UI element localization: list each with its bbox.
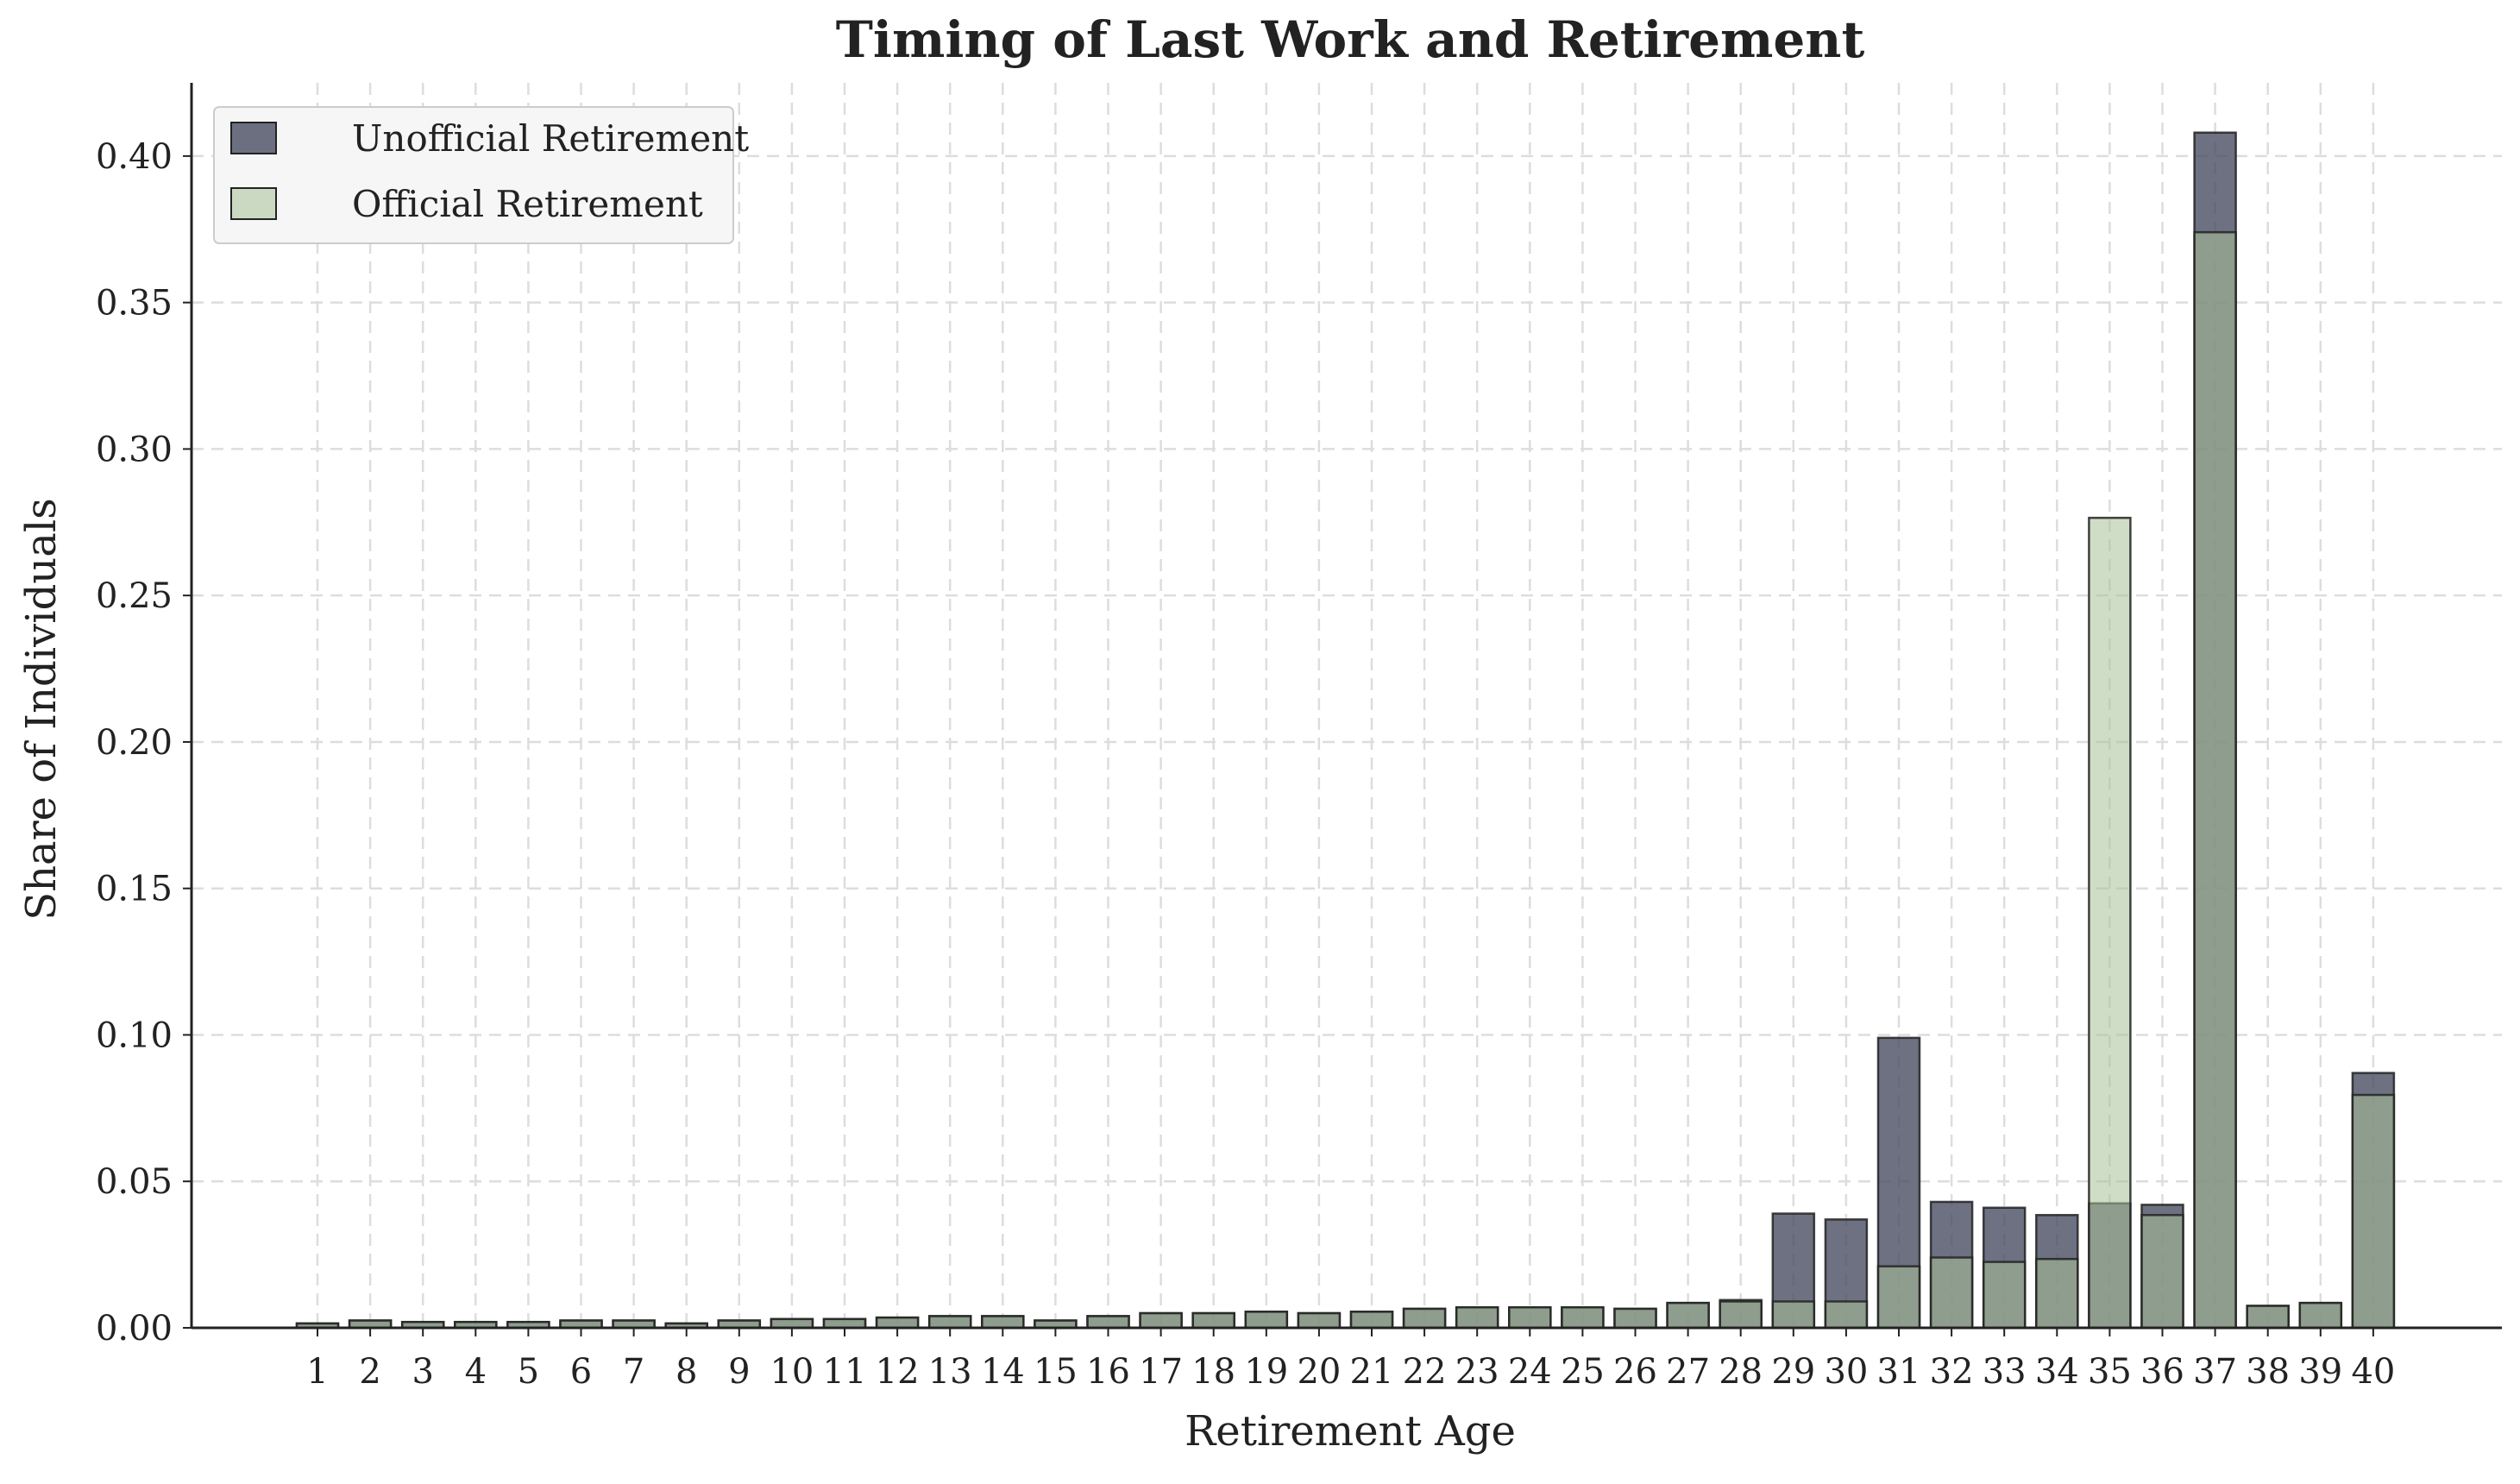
bar-official-38 bbox=[2246, 1305, 2290, 1330]
bar-official-14 bbox=[981, 1315, 1025, 1330]
x-tick-label: 4 bbox=[465, 1352, 487, 1392]
x-tick-label: 23 bbox=[1455, 1352, 1499, 1392]
chart-title: Timing of Last Work and Retirement bbox=[836, 10, 1865, 69]
bar-official-29 bbox=[1771, 1300, 1816, 1330]
bar-official-21 bbox=[1349, 1311, 1394, 1330]
bar-official-32 bbox=[1929, 1256, 1974, 1330]
x-tick-label: 15 bbox=[1034, 1352, 1078, 1392]
bar-official-28 bbox=[1719, 1300, 1763, 1330]
y-tick-label: 0.25 bbox=[96, 576, 173, 616]
bar-official-17 bbox=[1139, 1311, 1183, 1330]
x-tick-label: 20 bbox=[1297, 1352, 1341, 1392]
x-tick-label: 6 bbox=[570, 1352, 592, 1392]
x-tick-label: 9 bbox=[728, 1352, 750, 1392]
x-tick-label: 24 bbox=[1508, 1352, 1552, 1392]
bar-official-18 bbox=[1191, 1311, 1235, 1330]
y-tick-label: 0.15 bbox=[96, 870, 173, 909]
x-tick-label: 31 bbox=[1877, 1352, 1921, 1392]
x-tick-label: 14 bbox=[981, 1352, 1025, 1392]
x-tick-label: 33 bbox=[1983, 1352, 2027, 1392]
x-tick-label: 10 bbox=[770, 1352, 814, 1392]
bar-official-37 bbox=[2193, 230, 2237, 1330]
legend-box bbox=[213, 106, 734, 244]
bar-official-19 bbox=[1244, 1311, 1289, 1330]
y-tick-label: 0.35 bbox=[96, 284, 173, 324]
y-tick-label: 0.10 bbox=[96, 1016, 173, 1055]
bar-official-34 bbox=[2035, 1257, 2079, 1330]
bar-official-30 bbox=[1824, 1300, 1869, 1330]
y-tick-label: 0.40 bbox=[96, 137, 173, 177]
x-tick-label: 35 bbox=[2088, 1352, 2132, 1392]
bar-official-23 bbox=[1455, 1305, 1499, 1330]
x-tick-label: 26 bbox=[1613, 1352, 1657, 1392]
x-tick-label: 28 bbox=[1719, 1352, 1763, 1392]
x-tick-label: 16 bbox=[1086, 1352, 1130, 1392]
axes bbox=[183, 83, 2502, 1336]
x-tick-label: 19 bbox=[1244, 1352, 1288, 1392]
y-tick-label: 0.20 bbox=[96, 723, 173, 763]
x-tick-label: 5 bbox=[518, 1352, 539, 1392]
bar-official-16 bbox=[1086, 1315, 1130, 1330]
x-tick-label: 37 bbox=[2193, 1352, 2237, 1392]
x-tick-label: 38 bbox=[2246, 1352, 2290, 1392]
legend-label-official: Official Retirement bbox=[352, 183, 703, 225]
bar-official-12 bbox=[875, 1316, 920, 1330]
bar-official-25 bbox=[1561, 1305, 1605, 1330]
x-tick-label: 22 bbox=[1403, 1352, 1447, 1392]
x-tick-label: 11 bbox=[823, 1352, 867, 1392]
x-tick-label: 8 bbox=[676, 1352, 697, 1392]
bar-official-10 bbox=[770, 1317, 814, 1330]
x-tick-label: 12 bbox=[876, 1352, 920, 1392]
x-tick-label: 21 bbox=[1350, 1352, 1394, 1392]
x-tick-label: 18 bbox=[1191, 1352, 1235, 1392]
bar-official-22 bbox=[1402, 1307, 1447, 1330]
x-tick-label: 13 bbox=[928, 1352, 972, 1392]
x-tick-label: 17 bbox=[1139, 1352, 1183, 1392]
legend-swatch-unofficial bbox=[230, 122, 277, 154]
x-tick-label: 36 bbox=[2140, 1352, 2184, 1392]
bar-official-20 bbox=[1297, 1311, 1342, 1330]
bar-official-24 bbox=[1508, 1305, 1552, 1330]
bar-official-11 bbox=[822, 1317, 867, 1330]
y-tick-label: 0.00 bbox=[96, 1309, 173, 1349]
x-tick-label: 34 bbox=[2035, 1352, 2079, 1392]
grid-lines bbox=[192, 83, 2502, 1330]
x-tick-label: 40 bbox=[2351, 1352, 2395, 1392]
x-axis-label: Retirement Age bbox=[1185, 1407, 1516, 1456]
legend-swatch-official bbox=[230, 187, 277, 220]
x-tick-label: 25 bbox=[1561, 1352, 1605, 1392]
x-tick-label: 32 bbox=[1930, 1352, 1974, 1392]
bar-official-31 bbox=[1876, 1265, 1921, 1330]
x-tick-label: 7 bbox=[623, 1352, 644, 1392]
x-tick-labels: 1 2 3 4 5 6 7 8 9 10 11 12 13 14 15 16 17 18 19 20 21 22 23 24 2… bbox=[306, 1352, 2395, 1392]
x-tick-label: 2 bbox=[359, 1352, 380, 1392]
legend: Unofficial Retirement Official Retiremen… bbox=[213, 106, 749, 244]
bar-official-27 bbox=[1666, 1301, 1710, 1330]
bar-official-26 bbox=[1613, 1307, 1657, 1330]
y-tick-labels: 0.00 0.05 0.10 0.15 0.20 0.25 0.30 0.35 0.40 bbox=[96, 137, 173, 1349]
bar-official-35 bbox=[2088, 516, 2132, 1330]
y-tick-label: 0.05 bbox=[96, 1162, 173, 1202]
x-tick-label: 3 bbox=[412, 1352, 433, 1392]
y-axis-label: Share of Individuals bbox=[17, 498, 66, 921]
bar-official-36 bbox=[2140, 1214, 2184, 1330]
bar-official-33 bbox=[1982, 1261, 2027, 1330]
bar-official-13 bbox=[927, 1315, 972, 1330]
bar-official-39 bbox=[2298, 1301, 2343, 1330]
x-tick-label: 30 bbox=[1824, 1352, 1868, 1392]
x-tick-label: 27 bbox=[1666, 1352, 1710, 1392]
x-tick-label: 29 bbox=[1771, 1352, 1815, 1392]
x-tick-label: 39 bbox=[2298, 1352, 2342, 1392]
bars bbox=[295, 131, 2396, 1330]
y-tick-label: 0.30 bbox=[96, 430, 173, 469]
legend-label-unofficial: Unofficial Retirement bbox=[352, 117, 749, 160]
x-tick-label: 1 bbox=[306, 1352, 328, 1392]
bar-official-40 bbox=[2351, 1093, 2396, 1330]
